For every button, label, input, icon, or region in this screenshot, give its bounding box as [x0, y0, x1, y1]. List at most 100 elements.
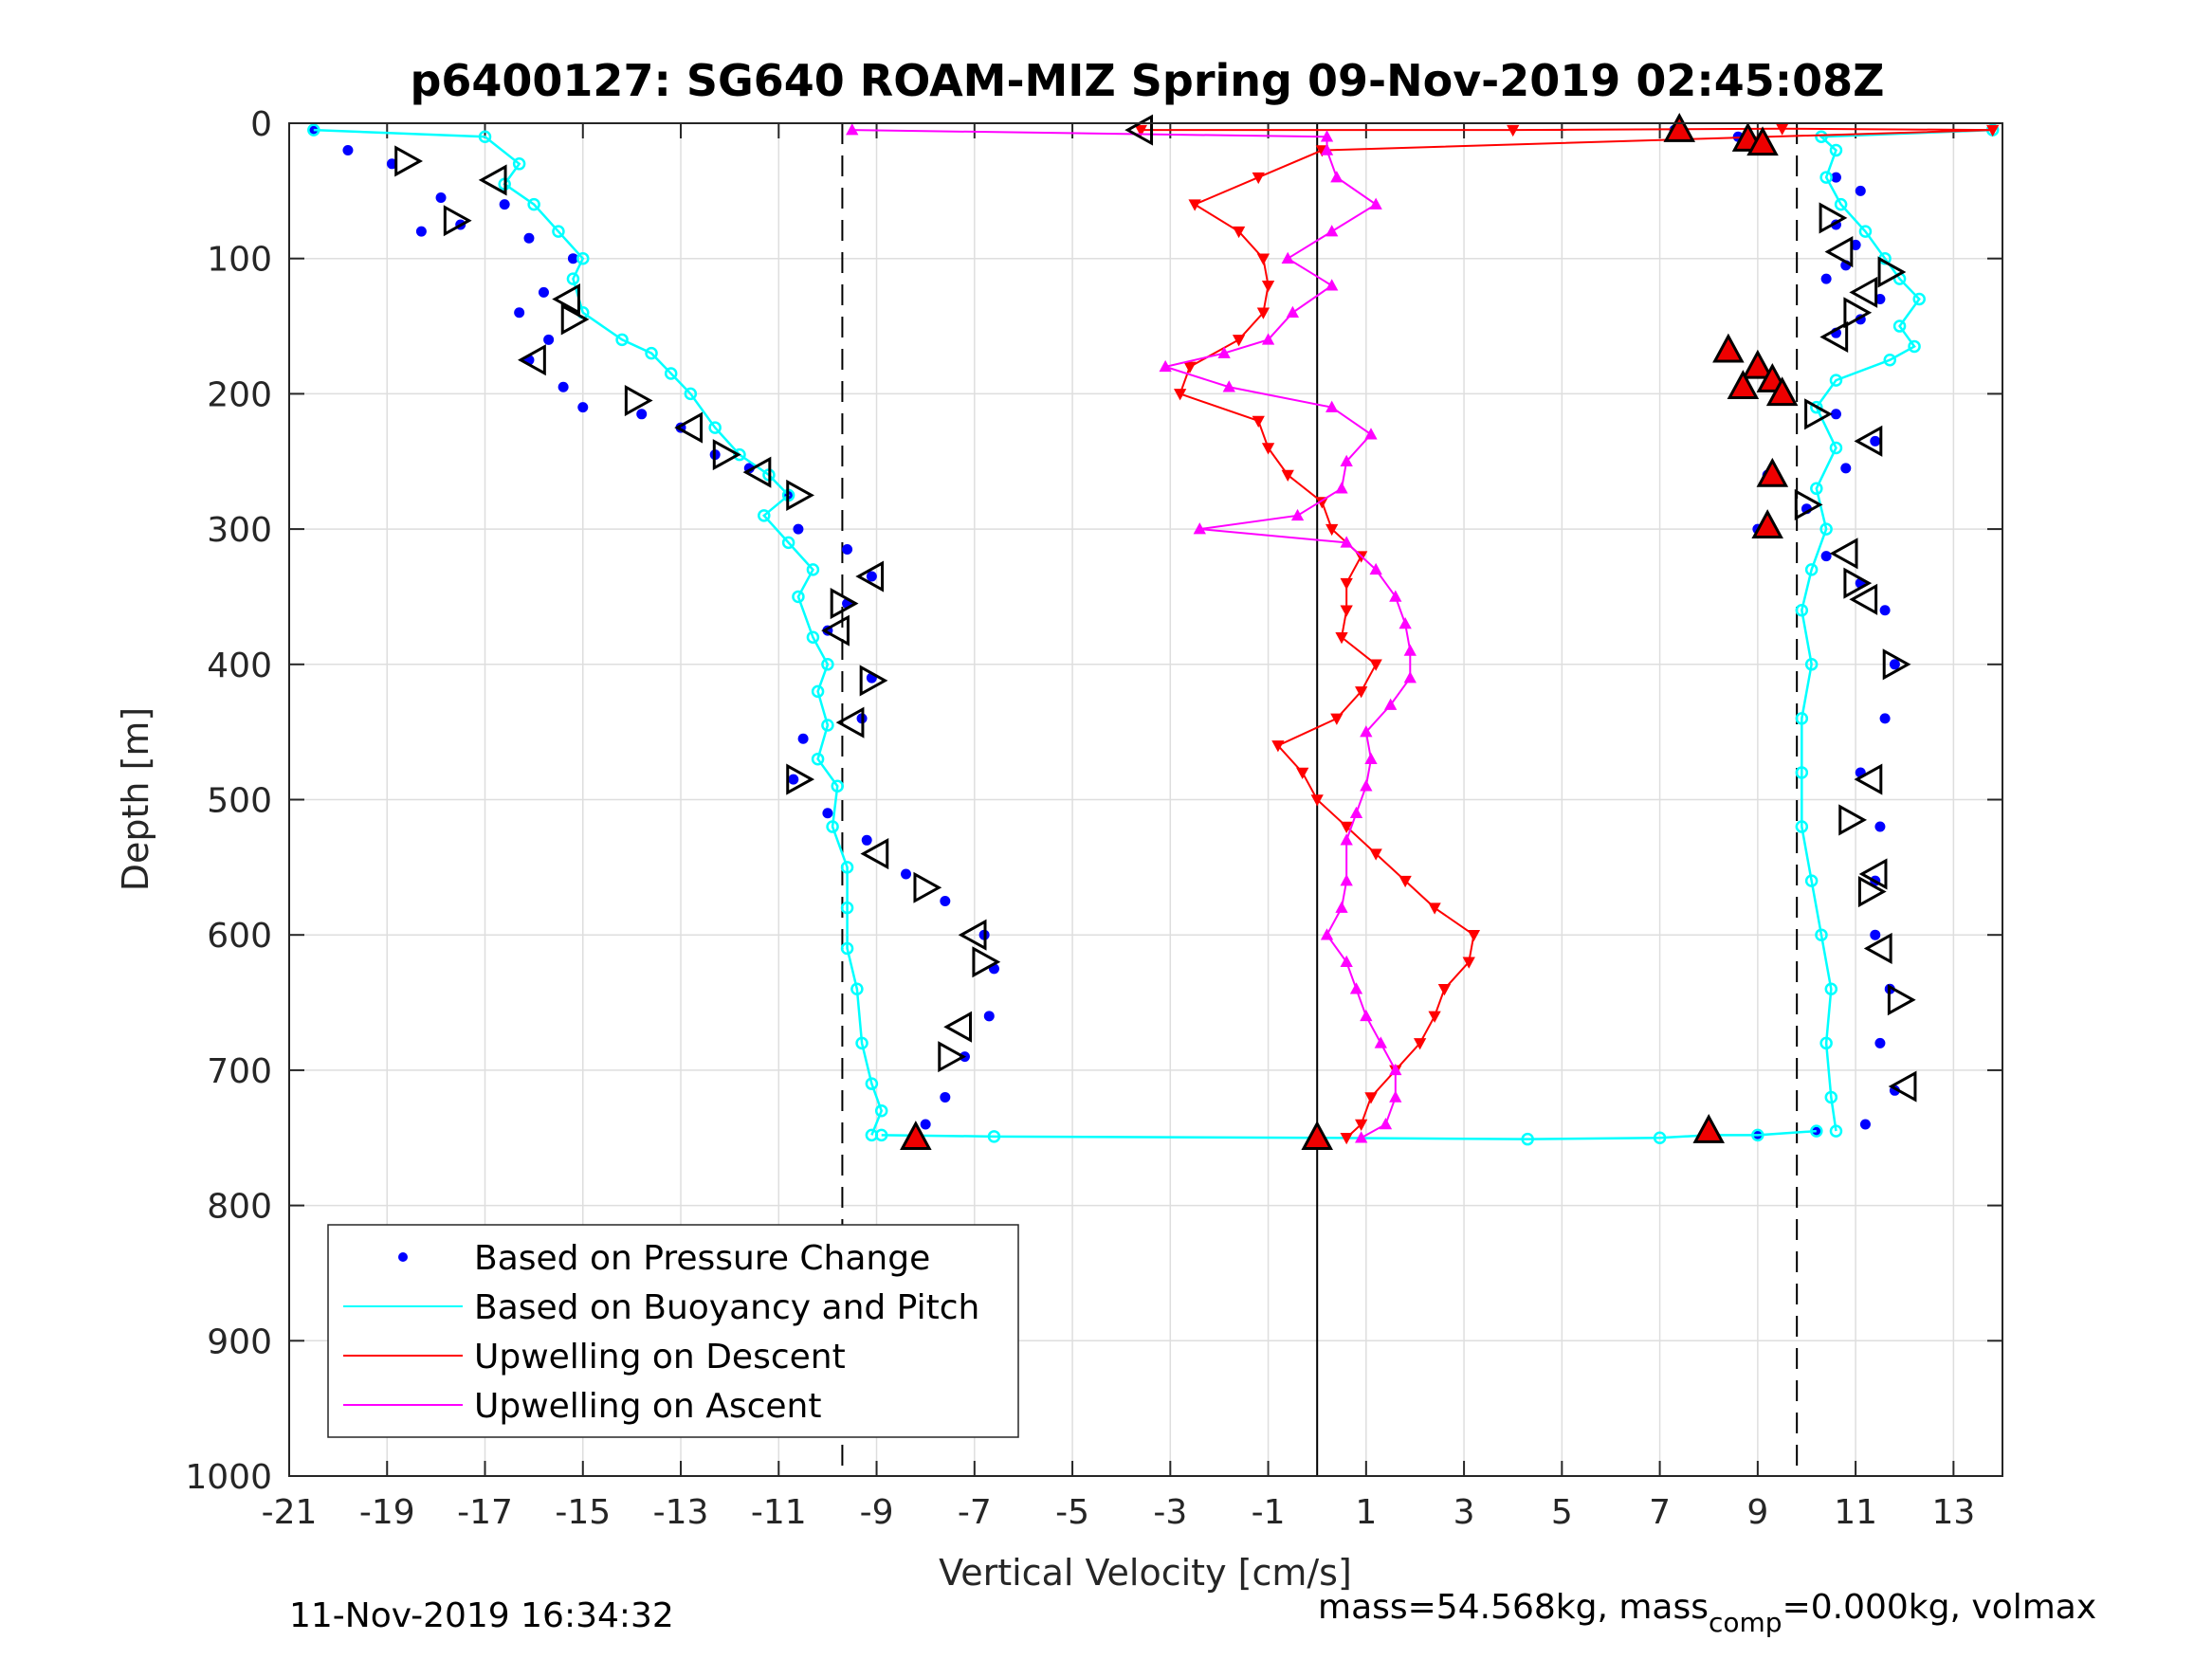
y-tick-label: 500 [207, 782, 272, 821]
turn-marker [1882, 648, 1911, 681]
data-point [1389, 1063, 1402, 1076]
turn-marker [830, 588, 859, 620]
turn-marker [786, 479, 815, 511]
legend-label: Based on Buoyancy and Pitch [474, 1288, 979, 1327]
data-point [874, 1128, 888, 1142]
y-tick-label: 1000 [185, 1458, 272, 1497]
x-tick-label: 5 [1551, 1493, 1573, 1532]
data-point [1653, 1131, 1667, 1144]
data-point [543, 334, 555, 345]
data-point [1369, 197, 1382, 210]
data-point [615, 333, 629, 347]
data-point [1834, 197, 1848, 211]
data-point [1398, 616, 1412, 629]
event-marker [1727, 370, 1760, 400]
data-point [1261, 443, 1275, 455]
data-point [1403, 671, 1417, 684]
y-tick-label: 800 [207, 1188, 272, 1227]
data-point [1134, 124, 1147, 137]
x-tick-label: 3 [1453, 1493, 1475, 1532]
data-point [1379, 1117, 1393, 1130]
data-point [1795, 712, 1809, 725]
x-tick-label: -11 [751, 1493, 807, 1532]
y-tick-label: 200 [207, 375, 272, 414]
data-point [781, 536, 795, 550]
legend-label: Upwelling on Ascent [474, 1387, 821, 1426]
data-point [1335, 901, 1348, 913]
footer-timestamp: 11-Nov-2019 16:34:32 [289, 1596, 674, 1635]
turn-marker [860, 838, 889, 870]
data-point [415, 226, 427, 237]
data-point [1335, 482, 1348, 494]
data-point [1428, 902, 1441, 915]
data-point [826, 820, 839, 833]
data-point [1830, 409, 1841, 420]
data-point [1315, 497, 1329, 509]
data-point [1320, 928, 1334, 940]
data-point [874, 1103, 888, 1118]
data-point [1751, 1128, 1764, 1142]
turn-marker [712, 439, 741, 471]
data-point [1349, 806, 1363, 819]
turn-marker [560, 303, 590, 336]
data-point [1795, 766, 1809, 779]
data-point [1820, 273, 1832, 284]
turn-marker [1794, 488, 1823, 520]
data-point [1908, 339, 1921, 354]
data-point [821, 719, 834, 732]
series-3 [846, 123, 1417, 1143]
event-marker [1756, 457, 1789, 487]
x-tick-label: 11 [1834, 1493, 1877, 1532]
x-tick-label: -19 [359, 1493, 415, 1532]
data-point [1364, 1092, 1378, 1104]
data-point [1252, 172, 1265, 185]
data-point [1829, 1124, 1843, 1138]
data-point [840, 861, 854, 874]
data-point [1383, 698, 1398, 710]
data-point [1159, 359, 1172, 373]
data-point [940, 896, 951, 907]
turn-marker [478, 164, 507, 196]
data-point [307, 123, 320, 137]
legend-label: Based on Pressure Change [474, 1239, 930, 1278]
data-point [1364, 752, 1378, 764]
data-point [1355, 686, 1368, 699]
data-point [1330, 713, 1344, 725]
data-point [1776, 123, 1789, 136]
turn-marker [1887, 984, 1916, 1016]
footer-mass-info: mass=54.568kg, masscomp=0.000kg, volmax [1318, 1588, 2096, 1638]
turn-marker [835, 706, 865, 738]
turn-marker [1819, 202, 1848, 234]
legend-swatch [398, 1252, 408, 1262]
y-tick-labels: 0 100 200 300 400 500 600 700 800 900 1000 [185, 105, 272, 1497]
data-point [1819, 171, 1833, 184]
x-tick-label: -17 [457, 1493, 513, 1532]
y-tick-label: 0 [250, 105, 272, 144]
series-line [1141, 127, 1993, 1139]
data-point [1369, 848, 1382, 861]
data-point [1858, 225, 1873, 238]
data-point [1403, 644, 1417, 656]
turn-marker [1838, 804, 1868, 836]
data-point [1870, 435, 1881, 447]
data-point [1360, 779, 1373, 792]
data-point [1824, 982, 1838, 996]
turn-marker [855, 560, 885, 592]
data-point [1810, 400, 1823, 414]
data-point [1829, 143, 1843, 157]
data-point [1296, 767, 1309, 779]
turn-marker [859, 665, 888, 697]
data-point [1804, 658, 1819, 671]
data-point [1810, 482, 1823, 496]
event-marker [1751, 509, 1783, 538]
data-point [1892, 319, 1907, 333]
data-point [1340, 1133, 1353, 1145]
data-point [758, 509, 771, 522]
data-point [1795, 603, 1809, 617]
chart-title: p6400127: SG640 ROAM-MIZ Spring 09-Nov-2… [410, 55, 1884, 106]
turn-marker [1804, 398, 1833, 430]
data-point [566, 272, 580, 285]
turn-marker [1843, 297, 1873, 329]
data-point [920, 1119, 931, 1130]
data-point [806, 630, 820, 645]
